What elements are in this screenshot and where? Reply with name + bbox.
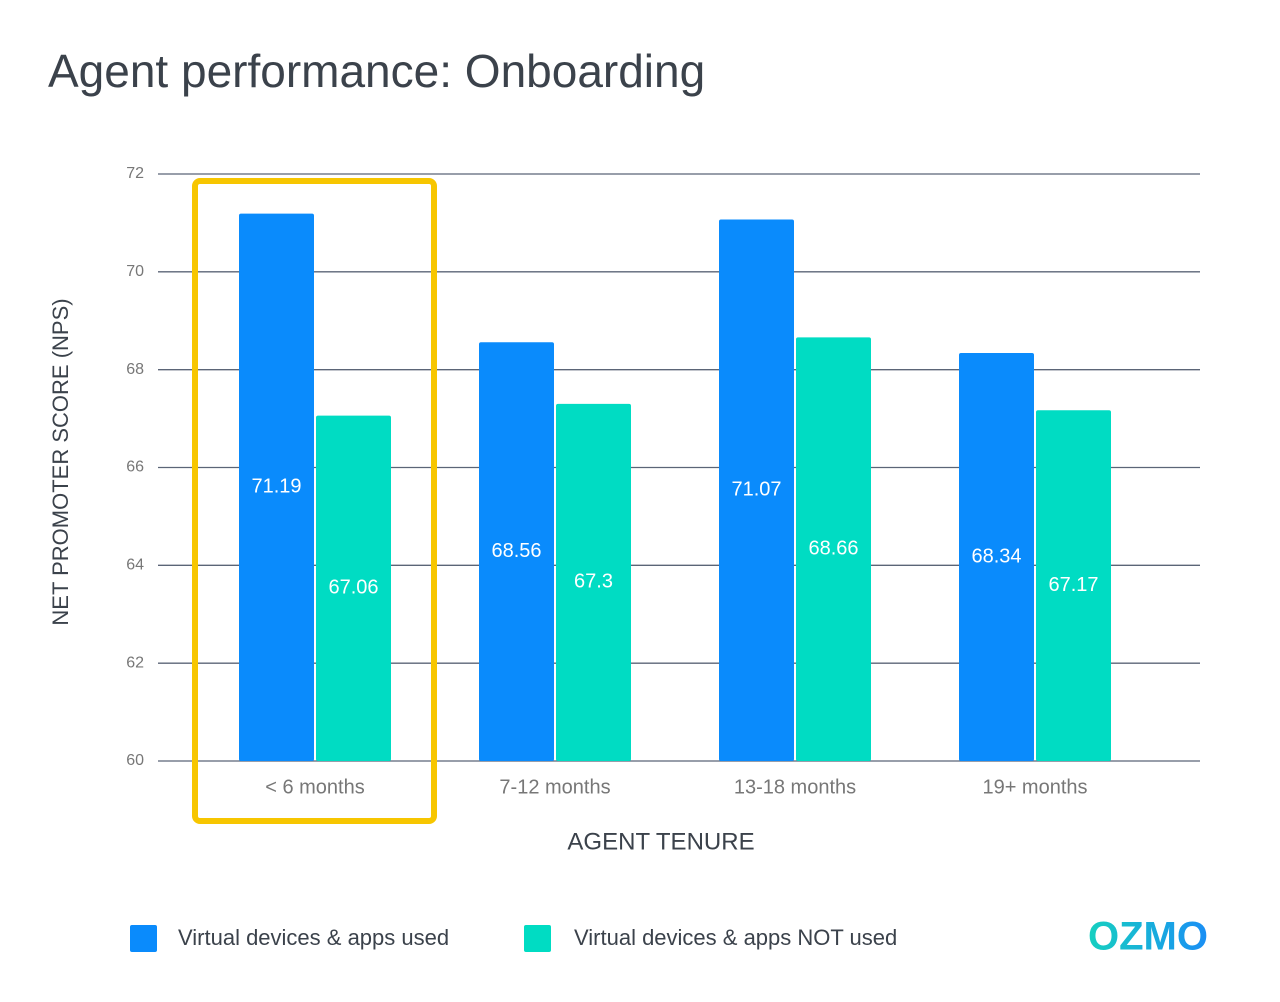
plot-area: 60 62 64 66 68 70 72 < 6 months 71.19 67.06 7-12 m…	[126, 165, 1200, 798]
legend-swatch	[130, 925, 157, 952]
bar	[719, 219, 794, 761]
x-tick-label: 7-12 months	[499, 776, 610, 798]
bar	[479, 342, 554, 761]
value-label: 71.19	[251, 476, 301, 498]
value-label: 68.66	[808, 537, 858, 559]
legend-swatch	[524, 925, 551, 952]
y-tick-label: 62	[126, 654, 144, 671]
value-label: 68.56	[491, 540, 541, 562]
bar	[959, 353, 1034, 761]
logo: OZMO	[1088, 915, 1208, 959]
value-label: 67.17	[1048, 574, 1098, 596]
x-tick-label: < 6 months	[265, 776, 365, 798]
value-label: 71.07	[731, 479, 781, 501]
bar	[1036, 410, 1111, 761]
y-tick-label: 72	[126, 165, 144, 182]
value-label: 68.34	[971, 545, 1021, 567]
highlight-box	[192, 178, 437, 824]
x-tick-label: 19+ months	[982, 776, 1087, 798]
chart-title: Agent performance: Onboarding	[48, 45, 705, 97]
x-tick-label: 13-18 months	[734, 776, 856, 798]
y-tick-label: 66	[126, 459, 144, 476]
bar	[239, 213, 314, 761]
x-axis-label: AGENT TENURE	[567, 828, 754, 855]
bar	[796, 337, 871, 761]
bar	[556, 403, 631, 761]
y-axis-label: NET PROMOTER SCORE (NPS)	[48, 298, 73, 625]
legend-label: Virtual devices & apps used	[178, 925, 449, 950]
y-tick-label: 60	[126, 752, 144, 769]
y-tick-label: 64	[126, 557, 144, 574]
y-tick-label: 68	[126, 361, 144, 378]
bar	[316, 415, 391, 761]
legend-label: Virtual devices & apps NOT used	[574, 925, 897, 950]
value-label: 67.3	[574, 571, 613, 593]
y-tick-label: 70	[126, 263, 144, 280]
value-label: 67.06	[328, 577, 378, 599]
